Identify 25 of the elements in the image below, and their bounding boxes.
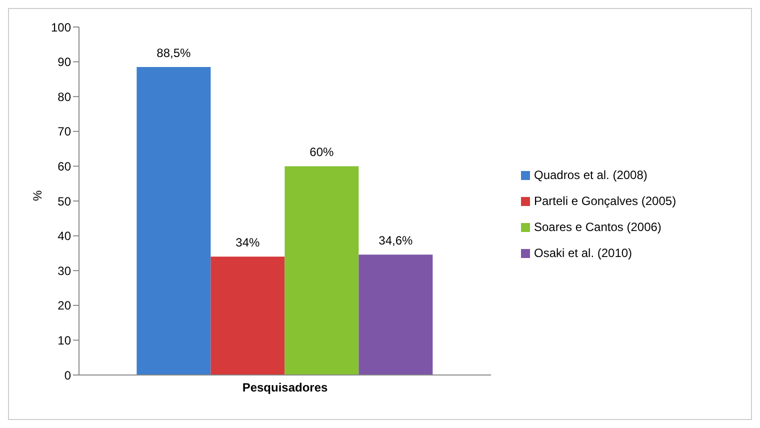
- data-label: 60%: [310, 145, 334, 160]
- bar: [358, 254, 433, 375]
- y-tick-label: 40: [58, 229, 72, 244]
- y-tick-label: 20: [58, 298, 72, 313]
- data-label: 34%: [236, 236, 260, 250]
- y-axis-title: %: [30, 190, 44, 201]
- y-tick-label: 80: [58, 90, 72, 104]
- data-label: 88,5%: [156, 46, 192, 60]
- x-tick-label: Pesquisadores: [242, 380, 328, 395]
- y-tick-label: 10: [58, 333, 72, 348]
- bar: [284, 166, 359, 375]
- y-tick-label: 90: [58, 55, 72, 70]
- bar: [210, 256, 285, 375]
- y-tick-label: 50: [58, 194, 72, 208]
- legend-label: Parteli e Gonçalves (2005): [534, 194, 676, 208]
- legend-label: Soares e Cantos (2006): [534, 220, 662, 234]
- y-tick-label: 60: [58, 159, 72, 174]
- legend-label: Osaki et al. (2010): [534, 246, 632, 260]
- y-tick-label: 0: [64, 368, 72, 382]
- data-label: 34,6%: [378, 234, 414, 248]
- y-tick-label: 70: [58, 124, 72, 139]
- legend-label: Quadros et al. (2008): [534, 168, 648, 182]
- y-tick-label: 30: [58, 264, 72, 278]
- bar: [136, 67, 211, 375]
- y-tick-label: 100: [50, 20, 72, 34]
